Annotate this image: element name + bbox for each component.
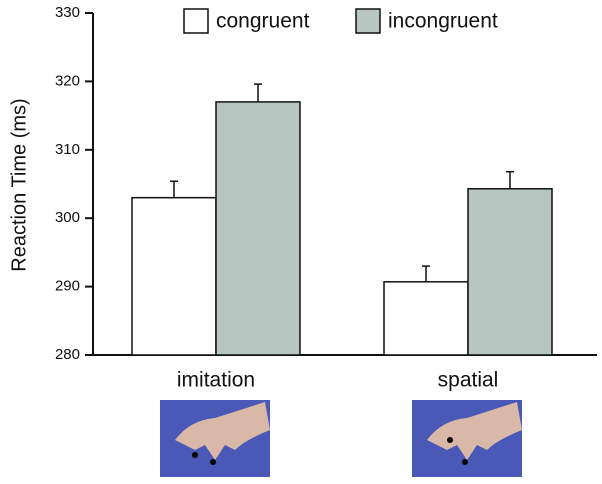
y-tick-label: 300 [55, 209, 80, 226]
x-tick-label: spatial [438, 369, 499, 392]
y-axis-label: Reaction Time (ms) [8, 98, 30, 271]
legend-swatch [355, 8, 381, 34]
y-tick-label: 310 [55, 141, 80, 158]
y-tick-label: 330 [55, 4, 80, 21]
legend-label: congruent [216, 10, 310, 33]
y-tick-label: 320 [55, 72, 80, 89]
legend-swatch [183, 8, 209, 34]
x-tick-label: imitation [177, 369, 255, 392]
bar [131, 196, 217, 356]
bar [467, 188, 553, 356]
stimulus-photo [160, 400, 270, 477]
bar [215, 101, 301, 356]
stimulus-photo [412, 400, 522, 477]
bar [383, 281, 469, 356]
legend-label: incongruent [388, 10, 498, 33]
y-tick-label: 280 [55, 346, 80, 363]
y-tick-label: 290 [55, 278, 80, 295]
